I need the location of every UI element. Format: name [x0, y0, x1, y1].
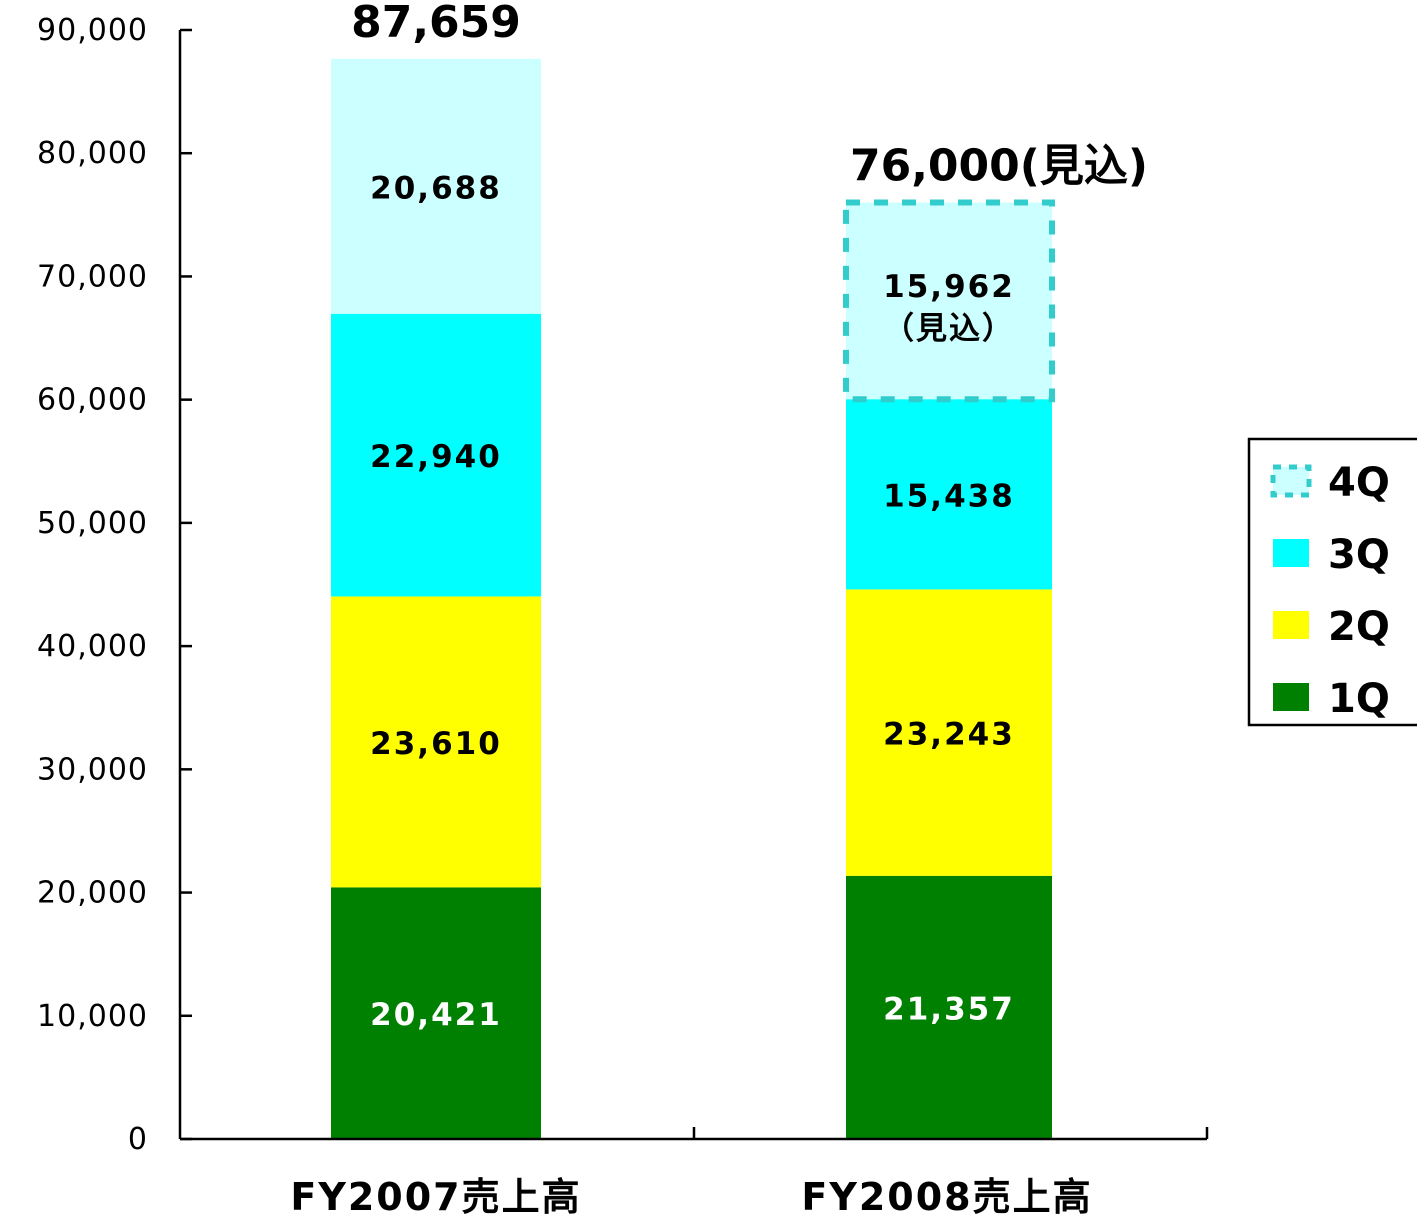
total-labels: 87,659 76,000(見込) [351, 0, 1148, 192]
data-sublabel-4q-2: （見込） [883, 311, 1015, 347]
legend: 4Q 3Q 2Q 1Q [1247, 437, 1417, 727]
y-tick-label: 80,000 [37, 136, 148, 171]
total-label-2: 76,000(見込) [850, 141, 1148, 192]
category-label-2: FY2008売上高 [801, 1175, 1092, 1216]
legend-label-2q: 2Q [1328, 604, 1390, 650]
data-label-3q-2: 15,438 [883, 478, 1015, 514]
bar-segment-4q-1 [331, 58, 541, 314]
y-tick-label: 30,000 [37, 752, 148, 787]
y-tick-label: 20,000 [37, 876, 148, 911]
category-labels: FY2007売上高 FY2008売上高 [290, 1175, 1092, 1216]
data-label-4q-2: 15,962 [883, 269, 1015, 305]
data-label-1q-1: 20,421 [370, 997, 502, 1033]
bar-segment-1q-1 [331, 887, 541, 1139]
bars [331, 58, 1055, 1139]
bar-segment-3q-2 [846, 399, 1052, 590]
data-label-2q-1: 23,610 [370, 726, 502, 762]
total-label-1: 87,659 [351, 0, 521, 48]
legend-label-4q: 4Q [1328, 460, 1390, 506]
data-label-1q-2: 21,357 [883, 991, 1015, 1027]
y-tick-label: 10,000 [37, 999, 148, 1034]
legend-label-3q: 3Q [1328, 532, 1390, 578]
bar-segment-2q-2 [846, 589, 1052, 876]
bar-segment-1q-2 [846, 875, 1052, 1139]
y-tick-label: 50,000 [37, 506, 148, 541]
legend-swatch-2q [1273, 611, 1309, 639]
y-tick-label: 40,000 [37, 629, 148, 664]
bar-segment-3q-1 [331, 313, 541, 597]
y-tick-label: 70,000 [37, 259, 148, 294]
data-label-2q-2: 23,243 [883, 717, 1015, 753]
category-label-1: FY2007売上高 [290, 1175, 581, 1216]
segment-labels: 20,421 23,610 22,940 20,688 21,357 23,243 15,4… [370, 170, 1015, 1033]
y-tick-label: 90,000 [37, 13, 148, 48]
legend-swatch-3q [1273, 539, 1309, 567]
legend-swatch-1q [1273, 683, 1309, 711]
y-tick-label: 0 [128, 1122, 148, 1157]
data-label-4q-1: 20,688 [370, 170, 502, 206]
y-axis-ticks: 0 10,000 20,000 30,000 40,000 50,000 60,000 70,… [37, 13, 192, 1157]
legend-label-1q: 1Q [1328, 676, 1390, 722]
legend-swatch-4q [1270, 464, 1312, 498]
bar-segment-4q-2 [843, 199, 1055, 403]
y-tick-label: 60,000 [37, 383, 148, 418]
bar-segment-2q-1 [331, 596, 541, 888]
data-label-3q-1: 22,940 [370, 439, 502, 475]
